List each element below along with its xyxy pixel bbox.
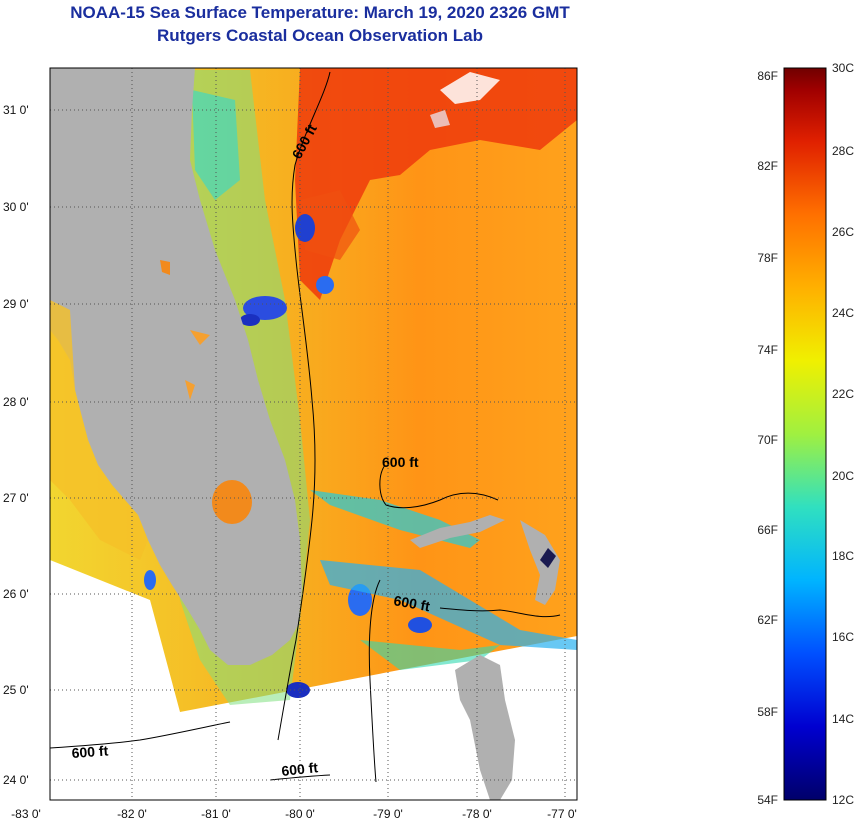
cb-label-f: 58F: [757, 705, 778, 719]
lat-label: 30 0': [3, 200, 29, 214]
map-title: NOAA-15 Sea Surface Temperature: March 1…: [70, 3, 570, 22]
latitude-labels: 31 0' 30 0' 29 0' 28 0' 27 0' 26 0' 25 0…: [3, 103, 29, 787]
cb-label-c: 30C: [832, 61, 854, 75]
lat-label: 24 0': [3, 773, 29, 787]
lake-okeechobee: [212, 480, 252, 524]
lon-label: -80 0': [285, 807, 315, 821]
cb-label-c: 14C: [832, 712, 854, 726]
cb-label-f: 62F: [757, 613, 778, 627]
cb-label-c: 16C: [832, 630, 854, 644]
cb-label-f: 54F: [757, 793, 778, 807]
map-frame: [49, 67, 578, 801]
temperature-colorbar: [783, 67, 827, 801]
lat-label: 29 0': [3, 297, 29, 311]
cb-label-c: 22C: [832, 387, 854, 401]
contour-label-600ft: 600 ft: [281, 759, 319, 779]
lon-label: -77 0': [547, 807, 577, 821]
lon-label: -82 0': [117, 807, 147, 821]
lon-label: -79 0': [373, 807, 403, 821]
cb-label-c: 26C: [832, 225, 854, 239]
lat-label: 31 0': [3, 103, 29, 117]
lat-label: 28 0': [3, 395, 29, 409]
lon-label: -78 0': [462, 807, 492, 821]
cb-label-f: 66F: [757, 523, 778, 537]
lat-label: 26 0': [3, 587, 29, 601]
colorbar-fahrenheit-labels: 86F 82F 78F 74F 70F 66F 62F 58F 54F: [757, 69, 778, 807]
cb-label-c: 28C: [832, 144, 854, 158]
contour-label-600ft: 600 ft: [71, 742, 109, 761]
lon-label: -83 0': [11, 807, 41, 821]
longitude-labels: -82 0' -81 0' -80 0' -79 0' -78 0' -77 0…: [11, 807, 577, 821]
lat-label: 25 0': [3, 683, 29, 697]
cb-label-f: 70F: [757, 433, 778, 447]
cb-label-c: 12C: [832, 793, 854, 807]
cb-label-c: 24C: [832, 306, 854, 320]
colorbar-celsius-labels: 30C 28C 26C 24C 22C 20C 18C 16C 14C 12C: [832, 61, 854, 807]
cb-label-f: 78F: [757, 251, 778, 265]
lat-label: 27 0': [3, 491, 29, 505]
map-frame-content: [50, 68, 577, 800]
andros-land: [455, 655, 515, 800]
cb-label-f: 86F: [757, 69, 778, 83]
lon-label: -81 0': [201, 807, 231, 821]
grand-bahama-land: [410, 515, 505, 548]
cool-water-patch: [295, 214, 315, 242]
cb-label-c: 20C: [832, 469, 854, 483]
cb-label-f: 74F: [757, 343, 778, 357]
cb-label-f: 82F: [757, 159, 778, 173]
hot-water-region: [295, 68, 577, 300]
abaco-land: [520, 520, 560, 605]
cb-label-c: 18C: [832, 549, 854, 563]
contour-label-600ft: 600 ft: [382, 454, 419, 470]
600ft-contour: [49, 71, 561, 783]
contour-label-600ft: 600 ft: [392, 592, 431, 614]
map-subtitle: Rutgers Coastal Ocean Observation Lab: [157, 26, 483, 45]
